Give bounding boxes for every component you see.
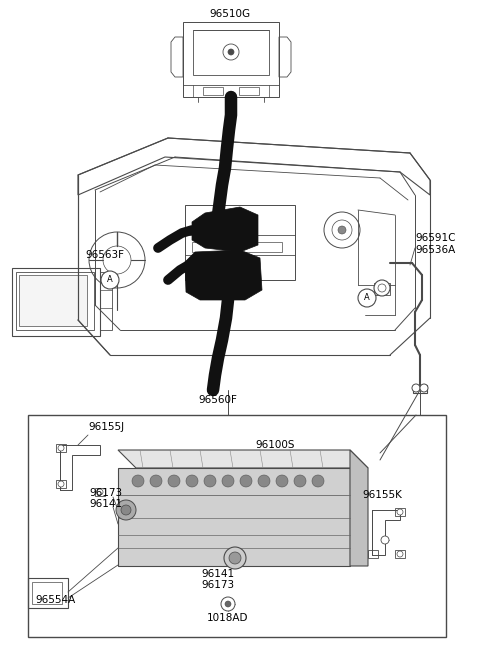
Circle shape: [186, 475, 198, 487]
Circle shape: [121, 505, 131, 515]
Text: 1018AD: 1018AD: [207, 613, 249, 623]
Text: 96563F: 96563F: [85, 250, 124, 260]
Bar: [413, 385, 427, 393]
Circle shape: [101, 271, 119, 289]
Circle shape: [97, 489, 103, 495]
Bar: [95, 488, 105, 496]
Bar: [395, 550, 405, 558]
Circle shape: [224, 547, 246, 569]
Circle shape: [168, 475, 180, 487]
Bar: [257, 520, 277, 532]
Bar: [12, 268, 100, 336]
Bar: [145, 520, 165, 532]
Bar: [285, 520, 305, 532]
Text: 96141: 96141: [202, 569, 235, 579]
Bar: [56, 480, 66, 488]
Bar: [338, 500, 348, 512]
Bar: [193, 30, 269, 75]
Circle shape: [240, 475, 252, 487]
Bar: [145, 500, 167, 512]
Circle shape: [116, 500, 136, 520]
Bar: [242, 242, 282, 252]
Bar: [19, 275, 87, 326]
Bar: [175, 500, 197, 512]
Polygon shape: [192, 207, 258, 252]
Bar: [130, 470, 330, 493]
Circle shape: [381, 536, 389, 544]
Bar: [338, 540, 348, 552]
Circle shape: [358, 289, 376, 307]
Bar: [374, 283, 390, 295]
Circle shape: [420, 384, 428, 392]
Circle shape: [58, 445, 64, 451]
Bar: [229, 520, 249, 532]
Polygon shape: [185, 250, 262, 300]
Text: 96536A: 96536A: [415, 245, 455, 255]
Bar: [338, 520, 348, 532]
Circle shape: [132, 475, 144, 487]
Text: 96173: 96173: [202, 580, 235, 590]
Text: A: A: [107, 276, 113, 285]
Circle shape: [258, 475, 270, 487]
Bar: [295, 500, 317, 512]
Bar: [185, 205, 295, 280]
Text: A: A: [364, 293, 370, 302]
Circle shape: [204, 475, 216, 487]
Bar: [201, 520, 221, 532]
Text: 96173: 96173: [89, 488, 122, 498]
Circle shape: [229, 552, 241, 564]
Circle shape: [312, 475, 324, 487]
Bar: [173, 520, 193, 532]
Bar: [192, 242, 232, 252]
Circle shape: [412, 384, 420, 392]
Text: 96510G: 96510G: [209, 9, 251, 19]
Circle shape: [221, 597, 235, 611]
Text: 96155K: 96155K: [362, 490, 402, 500]
Circle shape: [58, 481, 64, 487]
Bar: [28, 578, 68, 608]
Text: 96100S: 96100S: [255, 440, 295, 450]
Bar: [100, 272, 112, 330]
Bar: [130, 537, 325, 547]
Bar: [28, 415, 446, 637]
Bar: [118, 468, 350, 566]
Polygon shape: [350, 450, 368, 566]
Text: 96141: 96141: [89, 499, 122, 509]
Text: 96155J: 96155J: [88, 422, 124, 432]
Bar: [368, 550, 378, 558]
Bar: [325, 500, 347, 512]
Bar: [32, 582, 62, 604]
Circle shape: [338, 226, 346, 234]
Bar: [395, 508, 405, 516]
Circle shape: [294, 475, 306, 487]
Text: 96554A: 96554A: [35, 595, 75, 605]
Text: 96591C: 96591C: [415, 233, 456, 243]
Circle shape: [150, 475, 162, 487]
Bar: [56, 444, 66, 452]
Bar: [239, 87, 259, 95]
Bar: [235, 500, 257, 512]
Bar: [203, 87, 223, 95]
Bar: [265, 500, 287, 512]
Circle shape: [225, 601, 231, 607]
Circle shape: [276, 475, 288, 487]
Bar: [16, 272, 94, 330]
Text: 96560F: 96560F: [199, 395, 238, 405]
Bar: [205, 500, 227, 512]
Circle shape: [374, 280, 390, 296]
Polygon shape: [118, 450, 368, 468]
Bar: [183, 22, 279, 97]
Circle shape: [228, 49, 234, 55]
Circle shape: [222, 475, 234, 487]
Bar: [130, 552, 325, 562]
Circle shape: [397, 509, 403, 515]
Circle shape: [397, 551, 403, 557]
